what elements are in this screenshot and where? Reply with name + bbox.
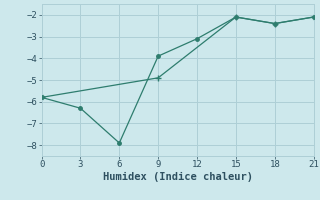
X-axis label: Humidex (Indice chaleur): Humidex (Indice chaleur) bbox=[103, 172, 252, 182]
